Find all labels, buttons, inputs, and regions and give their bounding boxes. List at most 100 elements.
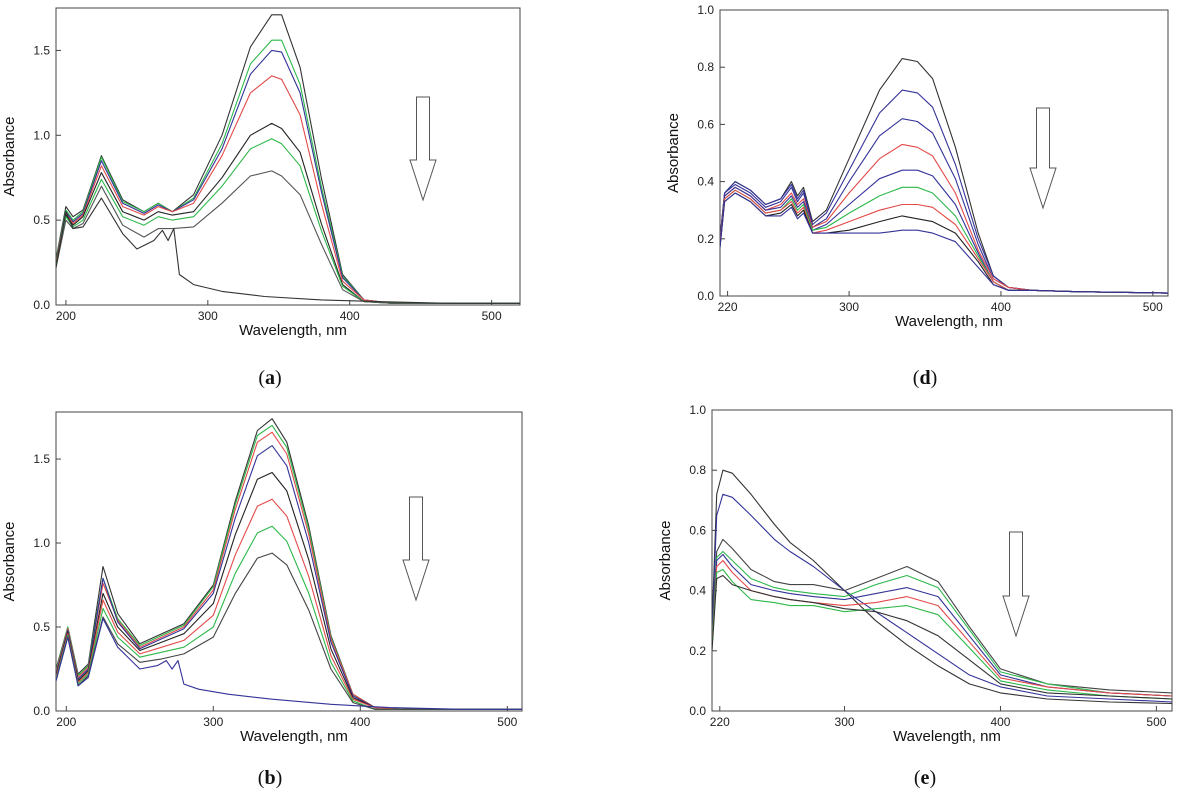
panel-caption: (d) [913, 367, 937, 389]
caption-open-paren: ( [258, 767, 265, 789]
y-tick-label: 0.6 [697, 117, 714, 131]
series-line-6 [56, 138, 520, 304]
series-line-7 [720, 189, 1168, 294]
series-line-2 [56, 39, 520, 304]
panel-e: 0.0 0.2 0.4 0.6 0.8 1.0 220 300 400 500 Wavelength… [657, 403, 1173, 789]
x-tick-label: 500 [497, 715, 517, 729]
series-line-8 [712, 574, 1172, 700]
series-line-4 [56, 75, 520, 304]
caption-close-paren: ) [931, 367, 938, 389]
plot-frame [719, 9, 1169, 297]
series-line-6 [56, 498, 522, 710]
down-arrow-icon [409, 96, 437, 202]
plot-frame [55, 7, 521, 306]
y-tick-label: 1.5 [33, 43, 50, 57]
caption-letter: a [265, 367, 275, 389]
caption-letter: e [921, 767, 930, 789]
series-line-4 [720, 143, 1168, 294]
caption-letter: d [919, 367, 930, 389]
x-tick-label: 220 [710, 715, 730, 729]
panel-d: 0.0 0.2 0.4 0.6 0.8 1.0 220 300 400 500 Wavelength… [665, 3, 1169, 389]
panel-a: 0.0 0.5 1.0 1.5 200 300 400 500 Wavelength, nm Ab… [1, 7, 521, 389]
y-tick-label: 0.0 [33, 298, 50, 312]
x-tick-label: 400 [990, 715, 1010, 729]
series-line-8 [56, 197, 520, 304]
plot-frame [55, 411, 523, 712]
series-line-9 [56, 618, 522, 710]
series-line-2 [720, 89, 1168, 294]
series-line-7 [56, 525, 522, 710]
x-tick-label: 400 [350, 715, 370, 729]
y-tick-label: 0.5 [33, 213, 50, 227]
y-tick-label: 0.8 [697, 60, 714, 74]
series-line-6 [712, 559, 1172, 697]
x-tick-label: 200 [56, 715, 76, 729]
x-tick-label: 300 [198, 309, 218, 323]
down-arrow-icon [1002, 531, 1030, 638]
series-line-4 [712, 550, 1172, 697]
x-tick-label: 500 [1143, 300, 1163, 314]
y-tick-label: 0.4 [697, 175, 714, 189]
series-line-6 [720, 186, 1168, 294]
x-axis-label: Wavelength, nm [239, 322, 347, 339]
x-tick-label: 400 [340, 309, 360, 323]
y-tick-label: 0.6 [689, 523, 706, 537]
caption-open-paren: ( [914, 767, 921, 789]
series-line-1 [720, 58, 1168, 294]
y-axis-label: Absorbance [665, 113, 682, 193]
x-tick-label: 400 [991, 300, 1011, 314]
plot-frame [711, 409, 1173, 712]
y-tick-label: 1.0 [33, 536, 50, 550]
x-tick-label: 300 [203, 715, 223, 729]
y-tick-label: 1.5 [33, 452, 50, 466]
y-axis-label: Absorbance [657, 520, 674, 600]
y-tick-label: 0.2 [697, 232, 714, 246]
x-axis-label: Wavelength, nm [895, 313, 1003, 330]
panel-caption: (b) [258, 767, 282, 789]
series-line-9 [720, 192, 1168, 294]
series-line-7 [56, 170, 520, 304]
x-tick-label: 500 [1146, 715, 1166, 729]
y-tick-label: 0.0 [697, 289, 714, 303]
series-line-5 [56, 122, 520, 304]
x-axis-label: Wavelength, nm [893, 728, 1001, 745]
x-axis-label: Wavelength, nm [240, 728, 348, 745]
series-line-8 [720, 192, 1168, 294]
x-tick-label: 300 [839, 300, 859, 314]
panel-caption: (e) [914, 767, 936, 789]
y-tick-label: 0.5 [33, 620, 50, 634]
y-tick-label: 0.0 [33, 704, 50, 718]
down-arrow-icon [402, 496, 430, 602]
series-line-3 [56, 49, 520, 304]
caption-close-paren: ) [275, 367, 282, 389]
x-tick-label: 220 [718, 300, 738, 314]
x-tick-label: 200 [56, 309, 76, 323]
series-line-3 [720, 118, 1168, 294]
series-line-7 [712, 568, 1172, 700]
caption-letter: b [264, 767, 275, 789]
x-tick-label: 500 [482, 309, 502, 323]
series-line-5 [56, 471, 522, 710]
panel-caption: (a) [258, 367, 281, 389]
y-tick-label: 0.8 [689, 463, 706, 477]
y-tick-label: 1.0 [33, 128, 50, 142]
y-tick-label: 0.0 [689, 704, 706, 718]
caption-open-paren: ( [258, 367, 265, 389]
down-arrow-icon [1029, 107, 1057, 210]
y-tick-label: 0.4 [689, 584, 706, 598]
caption-close-paren: ) [276, 767, 283, 789]
x-tick-label: 300 [835, 715, 855, 729]
series-line-5 [712, 553, 1172, 697]
caption-open-paren: ( [913, 367, 920, 389]
y-tick-label: 1.0 [689, 403, 706, 417]
y-axis-label: Absorbance [1, 521, 18, 601]
series-line-2 [56, 424, 522, 710]
y-tick-label: 0.2 [689, 644, 706, 658]
caption-close-paren: ) [929, 767, 936, 789]
series-line-3 [712, 538, 1172, 694]
series-line-4 [56, 445, 522, 710]
series-line-1 [56, 14, 520, 304]
y-axis-label: Absorbance [1, 116, 18, 196]
panel-b: 0.0 0.5 1.0 1.5 200 300 400 500 Wavelength, nm Ab… [1, 411, 523, 789]
